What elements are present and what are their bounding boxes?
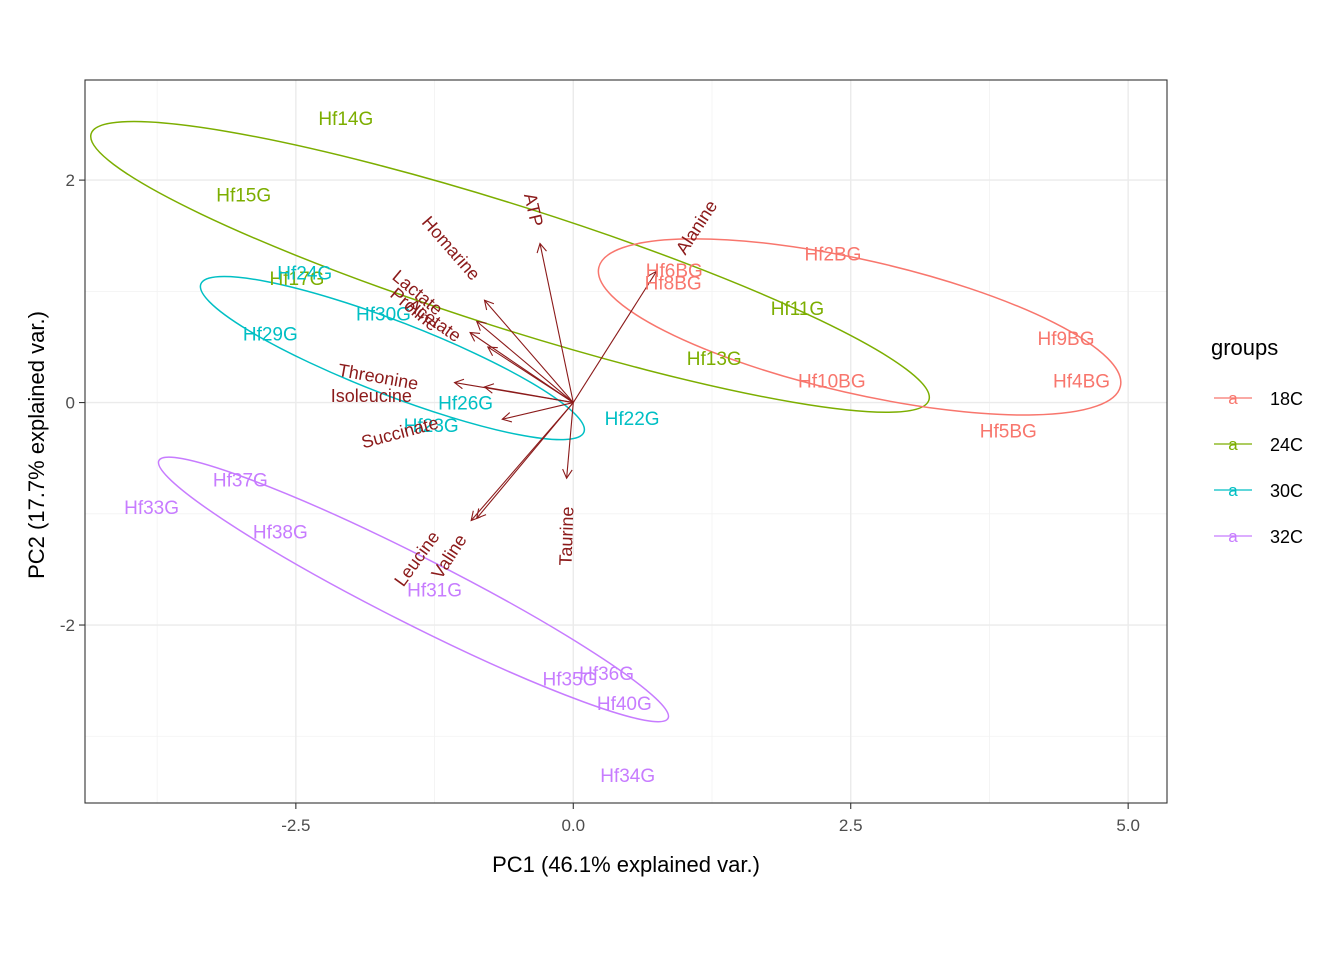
point-hf11g: Hf11G: [771, 299, 825, 320]
point-hf13g: Hf13G: [687, 349, 742, 370]
legend-label: 18C: [1270, 389, 1303, 409]
y-tick-label: 0: [66, 394, 75, 413]
axes: -2.5 0.0 2.5 5.0 -2 0 2: [60, 171, 1140, 835]
legend-key-glyph: a: [1228, 481, 1238, 500]
confidence-ellipses: [89, 120, 1122, 723]
loading-arrow-valine: [470, 402, 574, 521]
y-tick-label: -2: [60, 616, 75, 635]
point-hf22g: Hf22G: [605, 409, 660, 430]
loading-arrow-isoleucine: [484, 386, 574, 404]
arrowhead-isoleucine: [483, 383, 495, 394]
point-hf30g: Hf30G: [356, 305, 411, 326]
point-hf40g: Hf40G: [597, 694, 652, 715]
y-tick-label: 2: [66, 171, 75, 190]
legend: groups a 18C a 24C a 30C a 32C: [1211, 335, 1303, 547]
legend-title: groups: [1211, 335, 1278, 360]
point-hf2bg: Hf2BG: [804, 245, 861, 266]
point-hf6bg: Hf6BG: [646, 261, 703, 282]
arrowhead-valine: [470, 510, 481, 522]
loading-arrow-succinate: [502, 402, 574, 420]
point-hf38g: Hf38G: [253, 523, 308, 544]
y-axis-title: PC2 (17.7% explained var.): [24, 311, 49, 579]
arrowhead-threonine: [453, 378, 465, 390]
legend-label: 30C: [1270, 481, 1303, 501]
point-hf34g: Hf34G: [600, 766, 655, 787]
loading-arrows: [453, 242, 658, 522]
arrowhead-succinate: [501, 412, 513, 423]
legend-label: 32C: [1270, 527, 1303, 547]
point-hf31g: Hf31G: [407, 580, 462, 601]
point-hf8bg: Hf8BG: [645, 273, 702, 294]
legend-item-18c: a 18C: [1214, 389, 1303, 409]
loading-arrow-alanine: [572, 271, 657, 403]
loading-label-isoleucine: Isoleucine: [331, 386, 412, 406]
point-hf23g: Hf23G: [404, 416, 459, 437]
legend-label: 24C: [1270, 435, 1303, 455]
arrowhead-atp: [536, 242, 547, 254]
x-tick-label: 5.0: [1116, 816, 1140, 835]
legend-item-24c: a 24C: [1214, 435, 1303, 455]
point-hf33g: Hf33G: [124, 498, 179, 519]
x-tick-label: -2.5: [281, 816, 310, 835]
loading-arrow-atp: [539, 243, 574, 403]
point-hf29g: Hf29G: [243, 325, 298, 346]
point-hf14g: Hf14G: [318, 109, 373, 130]
legend-item-32c: a 32C: [1214, 527, 1303, 547]
arrowhead-acetate: [486, 346, 498, 357]
ellipse-32C: [157, 456, 670, 723]
arrowhead-proline: [469, 331, 481, 342]
point-hf4bg: Hf4BG: [1053, 371, 1110, 392]
panel-border: [84, 79, 1168, 804]
ellipse-18C: [597, 238, 1122, 416]
arrowhead-taurine: [562, 468, 573, 480]
arrowhead-alanine: [647, 270, 658, 282]
point-hf17g: Hf17G: [270, 269, 325, 290]
point-hf15g: Hf15G: [216, 186, 271, 207]
sample-labels: Hf14G Hf15G Hf17G Hf11G Hf13G Hf24G Hf29G Hf30G…: [124, 109, 1110, 787]
legend-key-glyph: a: [1228, 389, 1238, 408]
legend-item-30c: a 30C: [1214, 481, 1303, 501]
point-hf26g: Hf26G: [438, 394, 493, 415]
loading-label-taurine: Taurine: [555, 506, 577, 566]
loading-arrow-acetate: [487, 346, 574, 404]
arrowhead-homarine: [483, 299, 495, 311]
point-hf10bg: Hf10BG: [798, 371, 866, 392]
point-hf37g: Hf37G: [213, 470, 268, 491]
point-hf9bg: Hf9BG: [1037, 329, 1094, 350]
legend-key-glyph: a: [1228, 435, 1238, 454]
ellipse-30C: [199, 275, 586, 441]
loading-arrow-lactate: [476, 320, 574, 403]
x-tick-label: 0.0: [561, 816, 585, 835]
grid-lines: [85, 80, 1167, 803]
loading-arrow-taurine: [566, 402, 574, 479]
point-hf36g: Hf36G: [579, 664, 634, 685]
x-tick-label: 2.5: [839, 816, 863, 835]
point-hf24g: Hf24G: [277, 263, 332, 284]
loading-arrow-homarine: [484, 299, 574, 403]
legend-key-glyph: a: [1228, 527, 1238, 546]
x-axis-title: PC1 (46.1% explained var.): [492, 852, 760, 877]
point-hf5bg: Hf5BG: [980, 421, 1037, 442]
arrowhead-lactate: [475, 320, 487, 331]
point-hf35g: Hf35G: [542, 669, 597, 690]
ellipse-24C: [89, 120, 931, 414]
